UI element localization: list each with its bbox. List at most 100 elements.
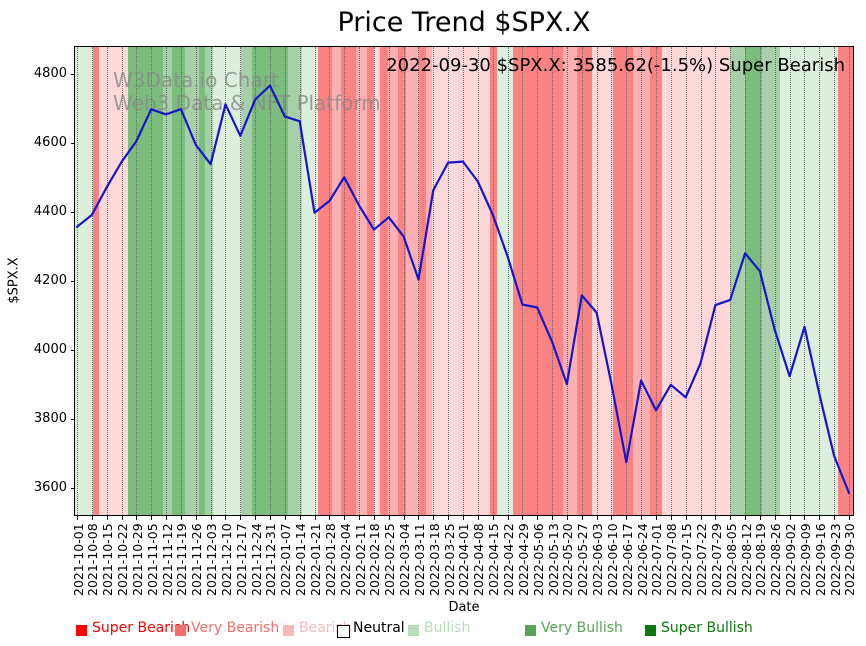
chart-title: Price Trend $SPX.X [337, 7, 591, 38]
x-tick [77, 516, 78, 520]
x-tick-label: 2022-07-15 [679, 523, 695, 596]
x-tick-label: 2021-11-19 [174, 523, 190, 596]
legend-swatch-bullish [408, 625, 419, 636]
gridline [834, 47, 836, 515]
gridline [774, 47, 776, 515]
sentiment-band-very-bullish [241, 47, 253, 515]
gridline [789, 47, 791, 515]
x-tick [626, 516, 628, 520]
x-tick-label: 2022-04-01 [456, 523, 472, 596]
gridline [210, 47, 212, 515]
x-tick-label: 2022-05-20 [560, 523, 576, 596]
legend-label-super-bearish: Super Bearish [92, 620, 191, 636]
x-tick [240, 516, 242, 520]
gridline [552, 47, 554, 515]
legend-swatch-super-bearish [76, 625, 87, 636]
x-tick [581, 516, 583, 520]
x-tick [789, 516, 791, 520]
y-axis-title: $SPX.X [6, 257, 22, 304]
sentiment-band-bearish [661, 47, 730, 515]
x-tick-label: 2021-11-12 [159, 523, 175, 596]
y-tick [71, 211, 75, 213]
x-tick-label: 2021-12-31 [263, 523, 279, 596]
gridline [804, 47, 806, 515]
gridline [611, 47, 613, 515]
x-tick-label: 2022-04-08 [471, 523, 487, 596]
sentiment-band-super-bearish [366, 47, 374, 515]
x-tick-label: 2022-02-25 [382, 523, 398, 596]
x-tick [225, 516, 227, 520]
gridline [507, 47, 509, 515]
gridline [314, 47, 316, 515]
watermark-line-1: W3Data.io Chart [113, 68, 279, 92]
x-tick [136, 516, 138, 520]
gridline [492, 47, 494, 515]
x-tick-label: 2022-01-21 [308, 523, 324, 596]
x-tick [166, 516, 168, 520]
gridline [522, 47, 524, 515]
sentiment-band-super-bearish [317, 47, 333, 515]
gridline [670, 47, 672, 515]
gridline [566, 47, 568, 515]
gridline [136, 47, 138, 515]
sentiment-band-very-bullish [287, 47, 303, 515]
gridline [537, 47, 539, 515]
sentiment-band-very-bearish [355, 47, 367, 515]
x-tick [611, 516, 613, 520]
x-tick [596, 516, 598, 520]
x-tick [269, 516, 271, 520]
gridline [403, 47, 405, 515]
x-tick-label: 2021-10-29 [129, 523, 145, 596]
x-tick [819, 516, 821, 520]
gridline [581, 47, 583, 515]
x-tick-label: 2021-12-10 [218, 523, 234, 596]
gridline [299, 47, 301, 515]
x-tick-label: 2021-10-08 [85, 523, 101, 596]
x-tick [359, 516, 361, 520]
x-tick-label: 2022-04-29 [515, 523, 531, 596]
x-tick [151, 516, 153, 520]
x-tick [195, 516, 197, 520]
y-tick [71, 488, 75, 490]
gridline [388, 47, 390, 515]
legend-swatch-neutral [337, 625, 350, 638]
gridline [77, 47, 78, 515]
y-tick [71, 281, 75, 282]
x-tick [284, 516, 286, 520]
gridline [848, 47, 850, 515]
x-tick [759, 516, 761, 520]
gridline [166, 47, 168, 515]
x-tick [507, 516, 509, 520]
x-tick-label: 2022-07-08 [664, 523, 680, 596]
x-tick-label: 2022-05-06 [530, 523, 546, 596]
sentiment-band-super-bearish [577, 47, 592, 515]
gridline [195, 47, 197, 515]
legend-swatch-very-bearish [175, 625, 186, 636]
x-tick-label: 2022-03-25 [441, 523, 457, 596]
gridline [596, 47, 598, 515]
x-tick-label: 2022-02-11 [352, 523, 368, 596]
price-line-svg [75, 84, 851, 495]
x-tick-label: 2022-06-03 [590, 523, 606, 596]
legend-label-very-bearish: Very Bearish [191, 620, 280, 636]
gridline [448, 47, 450, 515]
gridline [715, 47, 717, 515]
x-tick-label: 2021-12-24 [248, 523, 264, 596]
y-tick-label: 3800 [33, 411, 67, 427]
gridline [745, 47, 747, 515]
x-tick [106, 516, 108, 520]
x-tick [537, 516, 539, 520]
gridline [106, 47, 108, 515]
x-tick [834, 516, 836, 520]
x-tick [655, 516, 657, 520]
y-tick-label: 4200 [33, 273, 67, 288]
x-tick-label: 2021-12-17 [233, 523, 249, 596]
x-tick-label: 2022-09-16 [812, 523, 828, 596]
sentiment-band-super-bearish [612, 47, 633, 515]
legend: Super Bearish Very Bearish Bearish Neutral B… [0, 618, 866, 642]
sentiment-band-very-bearish [388, 47, 398, 515]
legend-label-bullish: Bullish [424, 620, 471, 636]
x-tick [403, 516, 405, 520]
price-line [75, 84, 851, 495]
